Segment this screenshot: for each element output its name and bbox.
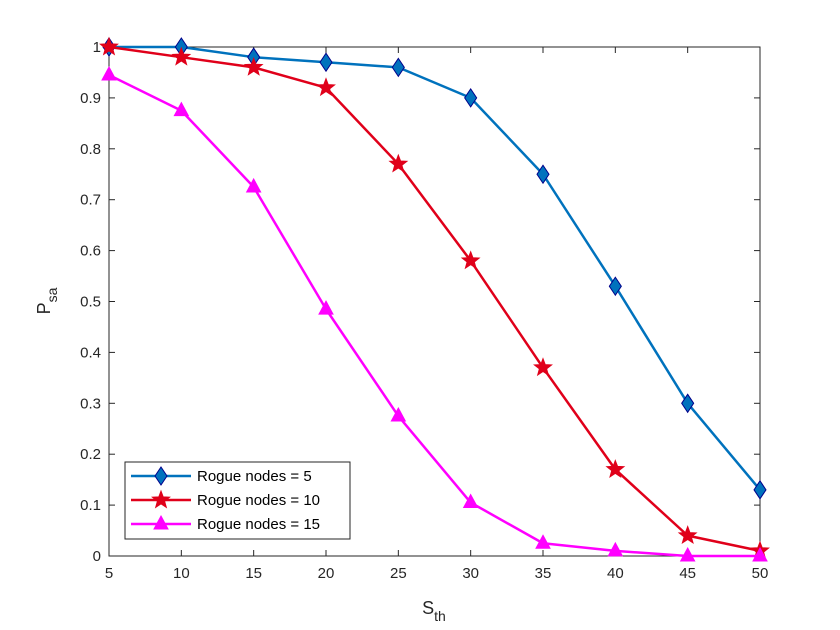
y-axis-label-main: P [34,302,54,314]
data-point [101,65,117,81]
data-point [171,46,192,66]
data-point [316,77,336,97]
legend: Rogue nodes = 5 Rogue nodes = 10 Rogue nod… [124,461,351,540]
legend-label: Rogue nodes = 5 [197,468,312,485]
data-point [99,36,119,56]
data-point [462,493,479,509]
y-tick-label: 0.3 [80,395,101,412]
x-axis-label: Sth [422,598,446,624]
legend-marker [153,514,169,530]
y-tick-label: 0.1 [80,497,101,514]
x-tick-label: 20 [318,565,335,582]
x-tick-label: 10 [173,565,190,582]
y-axis-label: Psa [34,287,60,314]
data-point [464,87,478,108]
data-point [391,57,405,78]
y-tick-label: 0.4 [80,344,101,361]
data-point [607,541,624,557]
series-3 [101,65,768,562]
axis-ticks: 5 10 15 20 25 30 35 40 45 50 0 0.1 0.2 0.3 0.4 0.5 0.6 0.… [80,39,768,582]
data-point [679,546,696,562]
y-tick-label: 0.5 [80,294,101,311]
x-tick-label: 45 [679,565,696,582]
series-line [108,45,761,553]
legend-label: Rogue nodes = 15 [197,516,320,533]
x-tick-label: 30 [462,565,479,582]
legend-marker [154,466,168,486]
data-point [388,153,409,173]
data-point [677,525,698,545]
x-tick-label: 5 [105,565,113,582]
x-tick-label: 35 [535,565,552,582]
y-tick-label: 0.7 [80,192,101,209]
series-1 [102,37,767,500]
series-layer [99,36,770,562]
y-tick-label: 0.8 [80,141,101,158]
x-tick-label: 40 [607,565,624,582]
y-tick-label: 0.2 [80,446,101,463]
data-point [243,56,264,76]
series-line [109,45,761,491]
y-axis-label-sub: sa [44,287,60,302]
x-axis-label-main: S [422,598,434,618]
data-point [318,300,334,315]
legend-label: Rogue nodes = 10 [197,492,320,509]
x-tick-label: 15 [245,565,262,582]
series-2 [99,36,770,560]
data-point [460,250,481,270]
data-point [608,276,622,297]
data-point [753,479,767,500]
data-point [535,534,551,549]
data-point [536,164,550,185]
data-point [390,406,407,422]
x-tick-label: 50 [752,565,769,582]
data-point [605,459,626,478]
y-tick-label: 0.6 [80,243,101,260]
series-line [108,73,760,558]
data-point [245,177,262,193]
y-tick-label: 0 [93,548,101,565]
x-axis-label-sub: th [434,608,446,624]
data-point [752,546,768,562]
data-point [319,52,333,73]
x-tick-label: 25 [390,565,407,582]
data-point [533,357,553,377]
y-tick-label: 0.9 [80,90,101,107]
y-tick-label: 1 [93,39,101,56]
data-point [681,393,695,414]
data-point [173,101,190,117]
legend-marker [151,489,171,509]
